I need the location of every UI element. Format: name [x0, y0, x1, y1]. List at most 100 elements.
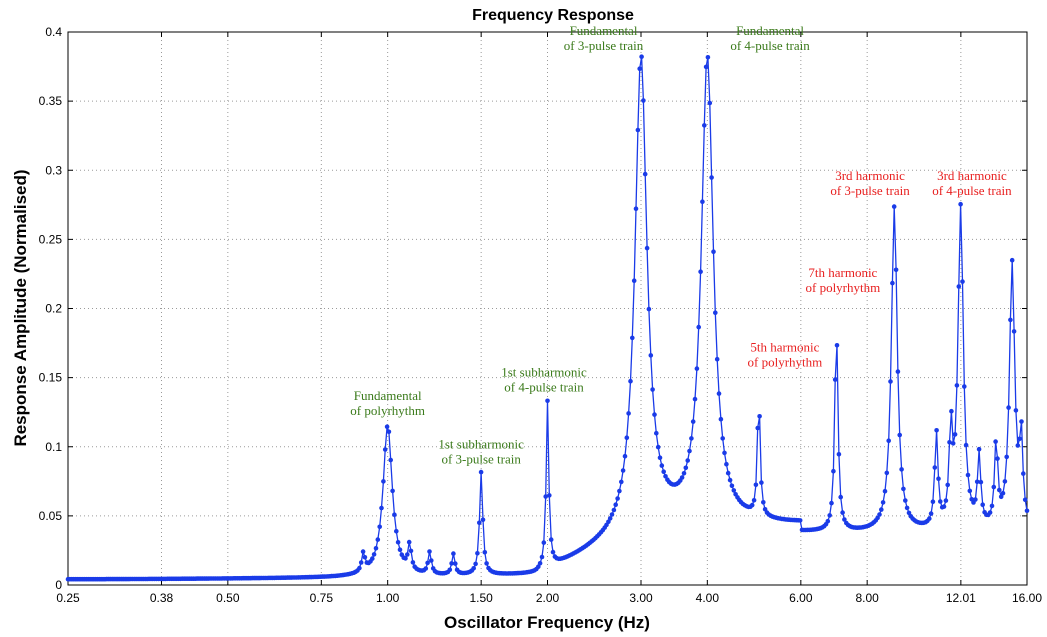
x-tick-label: 4.00	[696, 591, 720, 605]
response-point	[950, 441, 956, 446]
response-point	[952, 432, 958, 437]
response-point	[543, 494, 548, 499]
peak-annotation: 3rd harmonic of 3-pulse train	[830, 168, 910, 198]
response-point	[757, 414, 762, 419]
response-point	[390, 488, 395, 494]
response-point	[631, 278, 637, 284]
response-point	[709, 175, 714, 180]
response-point	[891, 204, 897, 209]
response-point	[687, 448, 692, 454]
response-point	[550, 549, 556, 555]
response-point	[927, 516, 932, 521]
response-point	[906, 510, 912, 516]
response-point	[357, 565, 362, 571]
x-axis-tick-labels: 0.25 0.38 0.50 0.75 1.00 1.50 2.00 3.00 4.00 6.00…	[56, 591, 1042, 605]
response-point	[1008, 317, 1013, 323]
response-point	[689, 436, 694, 441]
response-point	[384, 424, 390, 430]
response-point	[998, 494, 1004, 500]
response-point	[626, 411, 631, 416]
response-point	[692, 396, 698, 402]
response-point	[1013, 408, 1019, 413]
response-point	[967, 488, 973, 494]
x-tick-label: 0.25	[56, 591, 80, 605]
response-point	[901, 486, 906, 492]
response-point	[1002, 479, 1008, 484]
response-point	[884, 470, 890, 476]
response-point	[408, 548, 414, 554]
annotation-line: Fundamental	[570, 23, 638, 38]
response-point	[703, 64, 709, 70]
response-point	[825, 518, 831, 524]
response-point	[729, 483, 735, 489]
chart-title: Frequency Response	[472, 7, 634, 24]
annotation-line: of 4-pulse train	[932, 183, 1012, 198]
response-point	[381, 479, 386, 484]
response-point	[548, 537, 554, 542]
x-tick-label: 1.50	[469, 591, 493, 605]
response-point	[974, 479, 980, 485]
response-point	[423, 566, 429, 571]
response-point	[827, 513, 832, 518]
response-point	[613, 502, 618, 508]
response-point	[1004, 454, 1009, 460]
response-point	[932, 465, 938, 470]
response-point	[724, 461, 729, 467]
response-point	[449, 561, 454, 566]
annotation-line: of polyrhythm	[350, 403, 425, 418]
x-tick-label: 16.00	[1012, 591, 1042, 605]
response-point	[482, 550, 488, 555]
x-tick-label: 0.75	[310, 591, 334, 605]
response-point	[997, 487, 1002, 493]
response-point	[936, 476, 941, 482]
response-point	[698, 269, 703, 275]
response-point	[962, 384, 967, 389]
peak-annotation: Fundamental of polyrhythm	[350, 388, 425, 418]
response-point	[382, 447, 388, 452]
response-point	[425, 560, 430, 566]
response-point	[941, 504, 947, 509]
peak-annotation: 7th harmonic of polyrhythm	[805, 265, 880, 295]
response-point	[405, 552, 410, 557]
response-point	[478, 469, 484, 475]
response-point	[377, 524, 383, 530]
response-point	[954, 383, 960, 388]
response-point	[842, 517, 847, 522]
response-point	[897, 432, 902, 438]
response-point	[989, 503, 995, 509]
annotation-line: 3rd harmonic	[937, 168, 1007, 183]
response-point	[657, 455, 663, 461]
response-point	[976, 446, 982, 452]
response-point	[930, 499, 936, 505]
x-tick-label: 8.00	[855, 591, 879, 605]
response-point	[606, 519, 611, 525]
response-point	[654, 430, 659, 436]
response-point	[537, 561, 543, 566]
response-point	[370, 556, 375, 561]
response-point	[973, 497, 978, 502]
response-point	[840, 510, 845, 515]
response-point	[475, 551, 480, 556]
y-tick-label: 0.2	[45, 302, 62, 316]
response-point	[879, 507, 884, 512]
response-point	[838, 494, 843, 500]
response-point	[646, 306, 652, 312]
response-point	[362, 555, 368, 560]
response-point	[536, 564, 541, 569]
x-tick-label: 3.00	[629, 591, 653, 605]
response-point	[934, 428, 939, 433]
response-point	[749, 502, 755, 508]
response-point	[893, 267, 899, 273]
annotation-line: of 3-pulse train	[441, 451, 521, 466]
response-point	[702, 123, 707, 128]
response-point	[541, 540, 547, 545]
response-point	[836, 452, 842, 457]
peak-annotation: 5th harmonic of polyrhythm	[748, 340, 823, 370]
response-point	[1024, 508, 1030, 513]
response-point	[993, 439, 998, 444]
response-point	[1011, 329, 1017, 334]
annotation-line: of 4-pulse train	[730, 38, 810, 53]
annotation-line: 1st subharmonic	[438, 436, 524, 451]
annotation-line: of 3-pulse train	[564, 38, 644, 53]
response-point	[644, 245, 650, 251]
